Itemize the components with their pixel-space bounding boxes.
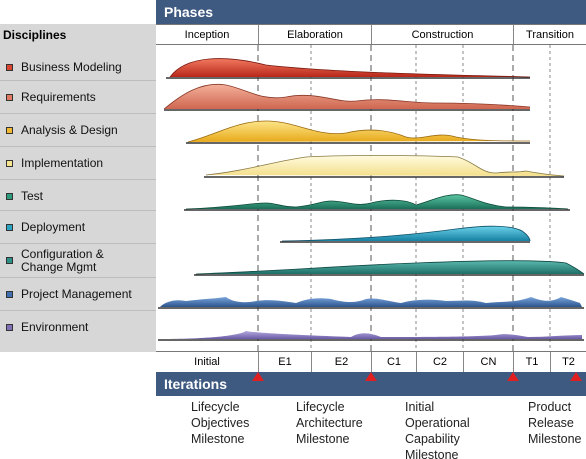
iteration-cn: CN <box>463 352 513 372</box>
discipline-row-test: Test <box>0 179 156 212</box>
business-modeling-swatch-icon <box>6 64 13 71</box>
phases-header-bar: Phases <box>156 0 586 24</box>
analysis-design-swatch-icon <box>6 126 13 134</box>
discipline-row-requirements: Requirements <box>0 80 156 113</box>
iteration-t2: T2 <box>550 352 586 372</box>
milestone-marker-icon <box>252 372 264 381</box>
requirements-hump <box>163 83 531 111</box>
disciplines-panel <box>0 24 156 352</box>
phase-elaboration: Elaboration <box>258 25 371 44</box>
configuration-hump <box>194 260 585 276</box>
iterations-row: Initial E1 E2 C1 C2 CN T1 T2 <box>156 351 586 372</box>
requirements-swatch-icon <box>6 93 13 101</box>
iterations-title: Iterations <box>164 376 228 392</box>
milestone-marker-icon <box>507 372 519 381</box>
environment-hump <box>158 331 584 341</box>
project-management-swatch-icon <box>6 290 13 298</box>
business-modeling-hump <box>166 58 531 79</box>
iteration-c1: C1 <box>371 352 416 372</box>
milestone-initial-operational-capability: Initial Operational Capability Milestone <box>405 400 470 459</box>
iteration-t1: T1 <box>513 352 550 372</box>
discipline-label: Requirements <box>21 89 96 104</box>
workflow-chart <box>156 45 586 351</box>
deployment-swatch-icon <box>6 223 13 231</box>
discipline-row-analysis-design: Analysis & Design <box>0 113 156 146</box>
phase-construction: Construction <box>371 25 513 44</box>
discipline-row-environment: Environment <box>0 310 156 343</box>
analysis-design-hump <box>186 120 531 144</box>
discipline-label: Implementation <box>21 155 104 170</box>
discipline-row-configuration: Configuration & Change Mgmt <box>0 243 156 277</box>
discipline-label: Configuration & Change Mgmt <box>21 246 104 274</box>
milestone-product-release: Product Release Milestone <box>528 400 582 446</box>
iteration-initial: Initial <box>194 356 220 368</box>
disciplines-title: Disciplines <box>3 28 67 42</box>
deployment-hump <box>280 225 531 243</box>
implementation-swatch-icon <box>6 159 13 167</box>
discipline-label: Analysis & Design <box>21 122 118 137</box>
discipline-label: Project Management <box>21 286 132 301</box>
phase-inception: Inception <box>184 28 230 41</box>
discipline-label: Environment <box>21 319 89 334</box>
milestone-lifecycle-architecture: Lifecycle Architecture Milestone <box>296 400 363 446</box>
discipline-label: Business Modeling <box>21 60 122 74</box>
workflow-humps-svg <box>158 45 585 351</box>
discipline-row-implementation: Implementation <box>0 146 156 179</box>
milestone-lifecycle-objectives: Lifecycle Objectives Milestone <box>191 400 250 446</box>
iteration-c2: C2 <box>416 352 463 372</box>
configuration-swatch-icon <box>6 257 13 264</box>
test-hump <box>184 194 570 211</box>
discipline-row-deployment: Deployment <box>0 210 156 243</box>
test-swatch-icon <box>6 192 13 200</box>
project-management-hump <box>158 297 584 309</box>
discipline-row-project-management: Project Management <box>0 277 156 310</box>
discipline-label: Test <box>21 188 44 203</box>
milestone-marker-icon <box>570 372 582 381</box>
phases-title: Phases <box>164 4 214 20</box>
milestone-marker-icon <box>365 372 377 381</box>
discipline-row-business-modeling: Business Modeling <box>0 51 156 84</box>
phase-row: Inception Elaboration Construction Trans… <box>156 24 586 45</box>
implementation-hump <box>204 155 565 178</box>
discipline-label: Deployment <box>21 219 86 234</box>
iteration-e1: E1 <box>258 352 311 372</box>
iteration-e2: E2 <box>311 352 371 372</box>
environment-swatch-icon <box>6 323 13 331</box>
phase-transition: Transition <box>513 25 586 44</box>
